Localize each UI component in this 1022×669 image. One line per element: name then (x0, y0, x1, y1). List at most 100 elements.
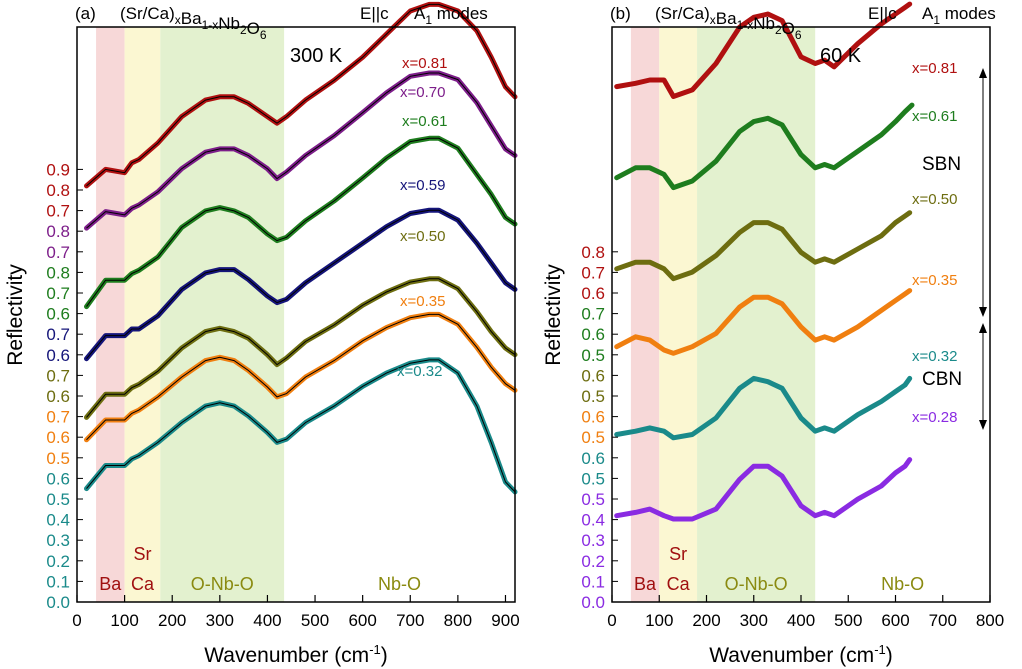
modes-text: A (414, 4, 426, 23)
x-tick-label: 100 (645, 611, 673, 630)
series-line (614, 288, 913, 356)
title-subscript: 2 (240, 23, 247, 37)
y-tick-label: 0.5 (581, 387, 605, 406)
x-axis-label: Wavenumber (cm-1) (204, 642, 388, 667)
title-subscript: 6 (260, 28, 267, 42)
fit-line (86, 359, 516, 493)
temperature-label: 300 K (290, 45, 343, 67)
x-tick-label: 700 (396, 611, 424, 630)
y-tick-label: 0.6 (46, 428, 70, 447)
title-text: (Sr/Ca) (655, 4, 710, 23)
title-subscript: x (175, 13, 181, 27)
title-text: O (782, 19, 795, 38)
series-label: x=0.28 (912, 409, 957, 426)
modes-subscript: 1 (425, 13, 432, 27)
region-label: Ba (634, 574, 657, 594)
y-axis-label: Reflectivity (542, 264, 565, 366)
x-axis-label-text: Wavenumber (cm (204, 644, 369, 667)
y-tick-label: 0.7 (581, 263, 605, 282)
fit-line (86, 137, 516, 307)
title-subscript: 1-x (737, 18, 754, 32)
y-tick-label: 0.6 (46, 305, 70, 324)
y-tick-label: 0.7 (46, 325, 70, 344)
title-subscript: 2 (775, 23, 782, 37)
y-tick-label: 0.6 (46, 469, 70, 488)
y-tick-label: 0.5 (581, 469, 605, 488)
x-axis-label-text: ) (381, 644, 388, 667)
y-tick-label: 0.3 (581, 531, 605, 550)
chart-panel-a: x=0.81 x=0.70 x=0.61 x=0.59 x=0.50 x=0.35 x=0.… (4, 1, 520, 667)
plot-frame (76, 26, 516, 603)
y-tick-label: 0.4 (46, 511, 70, 530)
region-band (697, 27, 816, 602)
series-label: x=0.35 (912, 272, 957, 289)
title-text: Nb (753, 14, 775, 33)
x-tick-label: 800 (444, 611, 472, 630)
x-tick-label: 400 (787, 611, 815, 630)
panel-label: (b) (610, 4, 631, 23)
y-tick-label: 0.6 (581, 408, 605, 427)
region-band (659, 27, 698, 602)
panel-label: (a) (75, 4, 96, 23)
region-label: Nb-O (378, 574, 421, 594)
series-label: x=0.32 (912, 348, 957, 365)
x-axis-label-text: ) (886, 644, 893, 667)
fit-line (86, 3, 516, 187)
series-line (614, 375, 913, 441)
region-band (630, 27, 660, 602)
region-label: Ca (667, 574, 691, 594)
cbn-arrow-head-up (979, 323, 987, 333)
y-tick-label: 0.7 (46, 202, 70, 221)
x-tick-label: 0 (72, 611, 81, 630)
temperature-label: 60 K (820, 45, 862, 67)
series-line (614, 210, 913, 282)
y-tick-label: 0.8 (46, 263, 70, 282)
modes-subscript: 1 (933, 13, 940, 27)
x-tick-label: 900 (491, 611, 519, 630)
y-tick-label: 0.5 (46, 449, 70, 468)
x-tick-label: 700 (929, 611, 957, 630)
region-sublabel: Sr (669, 544, 687, 564)
x-axis-label: Wavenumber (cm-1) (709, 642, 893, 667)
series-line (614, 102, 915, 191)
polarization-label: E||c (360, 4, 389, 23)
region-label: Ca (131, 574, 155, 594)
title-text: (Sr/Ca) (120, 4, 175, 23)
region-sublabel: Sr (133, 544, 151, 564)
series-label: x=0.50 (400, 228, 445, 245)
y-tick-label: 0.6 (581, 325, 605, 344)
modes-text: modes (432, 4, 488, 23)
x-tick-label: 0 (607, 611, 616, 630)
x-axis-label-sup: -1 (369, 642, 381, 657)
series-label: x=0.61 (402, 113, 447, 130)
x-tick-label: 300 (206, 611, 234, 630)
y-tick-label: 0.5 (581, 490, 605, 509)
title-subscript: x (710, 13, 716, 27)
modes-text: modes (940, 4, 996, 23)
y-tick-label: 0.6 (46, 346, 70, 365)
region-band (124, 27, 161, 602)
x-tick-label: 500 (834, 611, 862, 630)
series-label: x=0.70 (400, 84, 445, 101)
y-tick-label: 0.8 (46, 181, 70, 200)
region-label: Nb-O (881, 574, 924, 594)
y-tick-label: 0.9 (46, 160, 70, 179)
x-tick-label: 200 (158, 611, 186, 630)
region-label: O-Nb-O (725, 574, 788, 594)
fit-line (86, 72, 516, 229)
fit-line (86, 313, 516, 441)
title-text: Ba (181, 9, 202, 28)
y-tick-label: 0.1 (46, 572, 70, 591)
title-text: O (247, 19, 260, 38)
y-tick-label: 0.8 (46, 222, 70, 241)
y-tick-label: 0.1 (581, 572, 605, 591)
series-label: x=0.50 (912, 191, 957, 208)
y-tick-label: 0.6 (581, 284, 605, 303)
x-tick-label: 100 (110, 611, 138, 630)
title-text: Ba (716, 9, 737, 28)
y-tick-label: 0.0 (581, 593, 605, 612)
series-label: x=0.81 (402, 55, 447, 72)
series-line (614, 457, 913, 522)
